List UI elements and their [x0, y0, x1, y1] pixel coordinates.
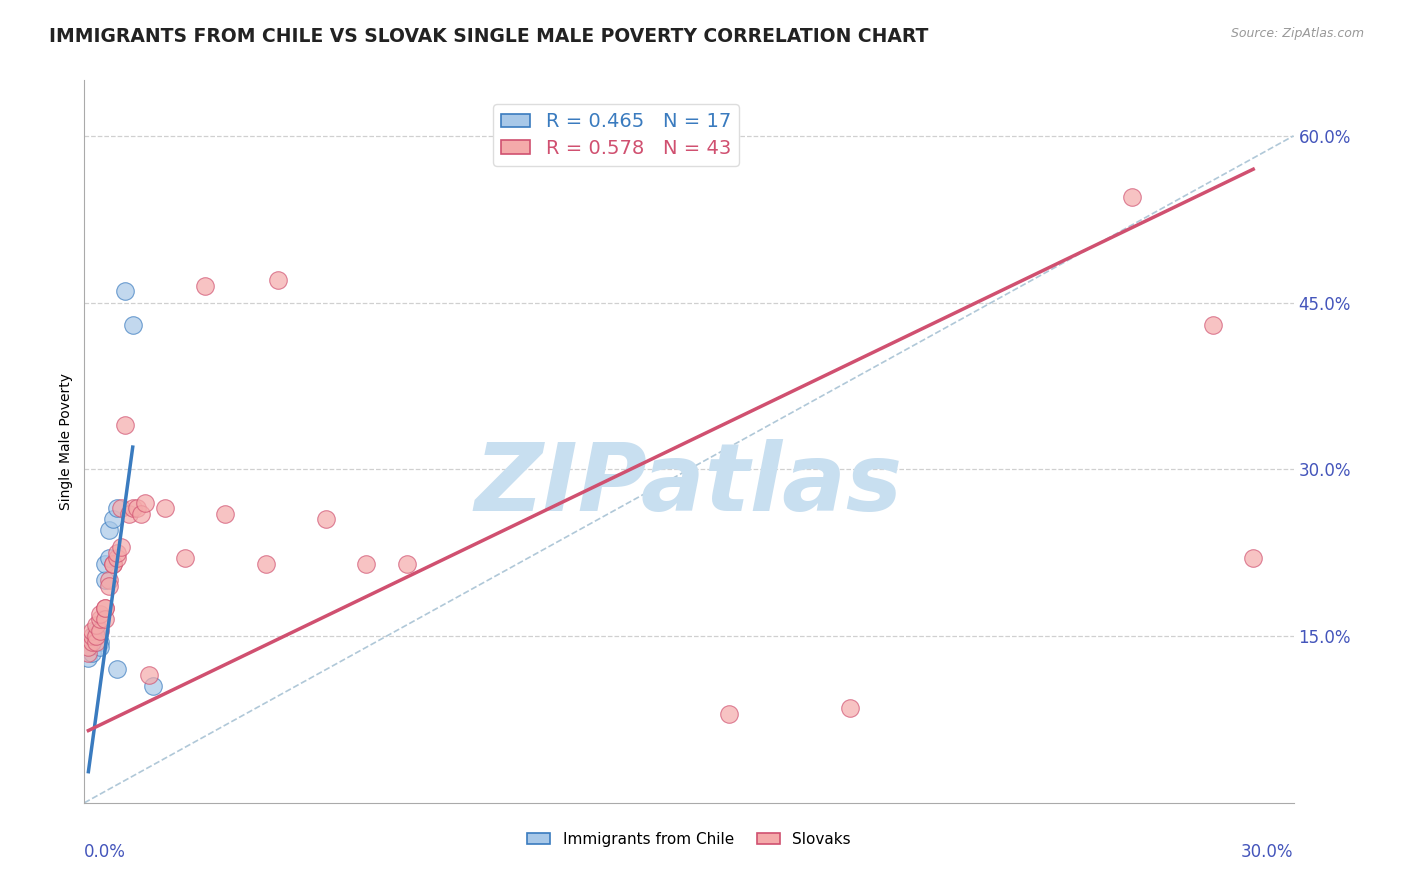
Point — [110, 540, 132, 554]
Point — [839, 701, 862, 715]
Point — [121, 501, 143, 516]
Point — [153, 501, 176, 516]
Point — [86, 634, 108, 648]
Point — [174, 551, 197, 566]
Point — [93, 574, 115, 588]
Point — [125, 501, 148, 516]
Point — [89, 607, 111, 621]
Point — [1202, 318, 1225, 332]
Point — [105, 551, 128, 566]
Point — [1121, 190, 1143, 204]
Point — [93, 557, 115, 571]
Point — [89, 640, 111, 655]
Point — [110, 501, 132, 516]
Point — [86, 624, 108, 638]
Point — [93, 601, 115, 615]
Point — [121, 318, 143, 332]
Point — [97, 574, 120, 588]
Point — [89, 624, 111, 638]
Point — [105, 662, 128, 676]
Point — [97, 524, 120, 538]
Point — [77, 646, 100, 660]
Point — [101, 512, 124, 526]
Point — [89, 634, 111, 648]
Point — [93, 601, 115, 615]
Point — [93, 612, 115, 626]
Point — [105, 546, 128, 560]
Point — [101, 557, 124, 571]
Point — [77, 640, 100, 655]
Point — [267, 273, 290, 287]
Point — [1241, 551, 1264, 566]
Point — [89, 612, 111, 626]
Point — [118, 507, 141, 521]
Point — [86, 629, 108, 643]
Legend: Immigrants from Chile, Slovaks: Immigrants from Chile, Slovaks — [522, 826, 856, 853]
Point — [82, 634, 104, 648]
Point — [114, 417, 136, 432]
Point — [718, 706, 741, 721]
Point — [105, 501, 128, 516]
Text: IMMIGRANTS FROM CHILE VS SLOVAK SINGLE MALE POVERTY CORRELATION CHART: IMMIGRANTS FROM CHILE VS SLOVAK SINGLE M… — [49, 27, 928, 45]
Point — [129, 507, 152, 521]
Text: 30.0%: 30.0% — [1241, 843, 1294, 861]
Text: 0.0%: 0.0% — [84, 843, 127, 861]
Point — [77, 651, 100, 665]
Point — [254, 557, 277, 571]
Text: ZIPatlas: ZIPatlas — [475, 439, 903, 531]
Point — [86, 629, 108, 643]
Point — [134, 496, 156, 510]
Point — [97, 551, 120, 566]
Point — [142, 679, 165, 693]
Point — [114, 285, 136, 299]
Point — [214, 507, 236, 521]
Point — [82, 646, 104, 660]
Point — [86, 618, 108, 632]
Point — [101, 557, 124, 571]
Point — [194, 279, 217, 293]
Point — [82, 624, 104, 638]
Point — [395, 557, 418, 571]
Y-axis label: Single Male Poverty: Single Male Poverty — [59, 373, 73, 510]
Point — [138, 668, 160, 682]
Point — [315, 512, 337, 526]
Point — [82, 629, 104, 643]
Point — [356, 557, 378, 571]
Text: Source: ZipAtlas.com: Source: ZipAtlas.com — [1230, 27, 1364, 40]
Point — [97, 579, 120, 593]
Point — [82, 634, 104, 648]
